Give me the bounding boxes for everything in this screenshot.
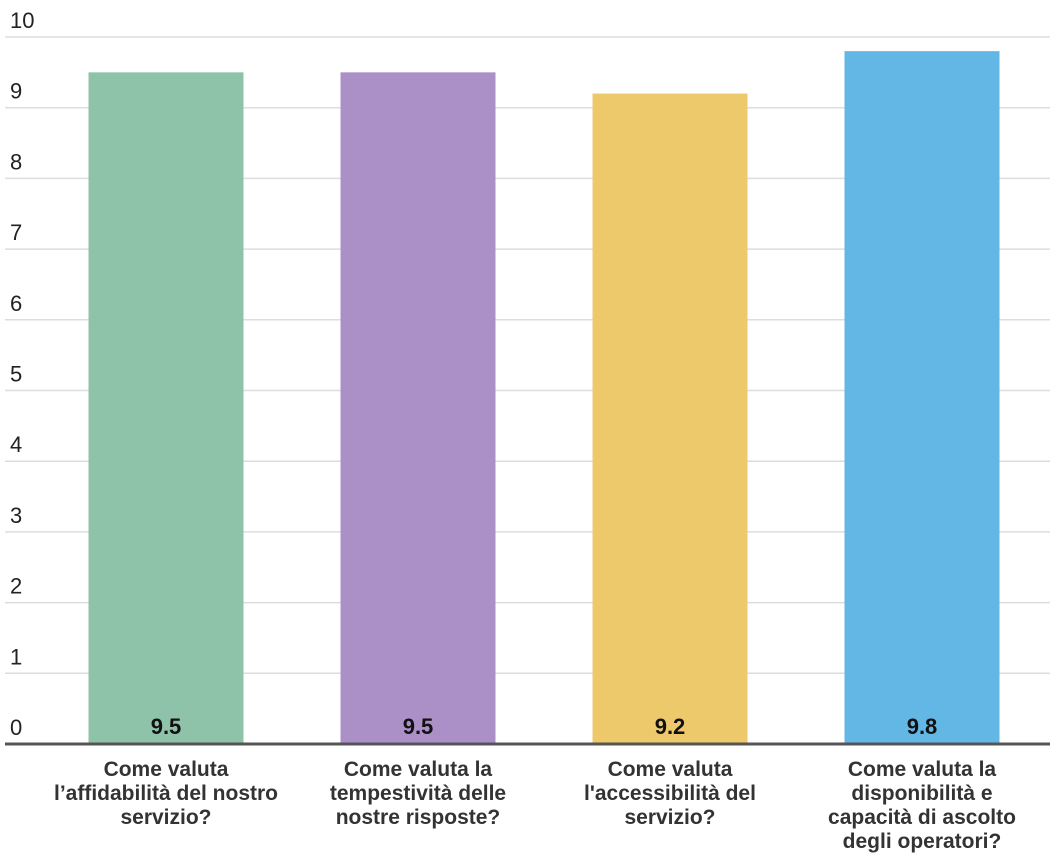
category-label-line: servizio? [624,806,715,829]
category-label-line: Come valuta la [848,758,997,781]
value-label-2: 9.5 [403,714,434,739]
category-label-line: Come valuta la [344,758,493,781]
y-tick-label-2: 2 [10,574,22,599]
category-label-1: Come valuta l’affidabilità del nostro serv… [54,758,278,829]
category-label-line: nostre risposte? [336,806,501,829]
y-tick-label-4: 4 [10,432,22,457]
bar-3 [592,93,748,744]
y-tick-label-5: 5 [10,362,22,387]
value-label-4: 9.8 [907,714,938,739]
y-tick-label-8: 8 [10,149,22,174]
bar-2 [340,72,496,745]
value-label-1: 9.5 [151,714,182,739]
y-tick-label-10: 10 [10,8,34,33]
category-label-line: Come valuta [104,758,229,781]
y-tick-label-6: 6 [10,291,22,316]
y-axis-tick-labels: 0 1 2 3 4 5 6 7 8 9 10 [10,8,34,740]
category-label-3: Come valuta l'accessibilità del servizio? [584,758,756,829]
y-tick-label-9: 9 [10,79,22,104]
bar-1 [88,72,244,745]
y-tick-label-3: 3 [10,503,22,528]
category-label-line: capacità di ascolto [828,806,1016,829]
category-label-line: l'accessibilità del [584,782,756,805]
y-tick-label-0: 0 [10,715,22,740]
category-label-4: Come valuta la disponibilità e capacità di… [828,758,1016,853]
value-labels: 9.5 9.5 9.2 9.8 [151,714,938,739]
category-label-2: Come valuta la tempestività delle nostre r… [330,758,506,829]
bars [88,51,1000,745]
y-tick-label-7: 7 [10,220,22,245]
category-labels: Come valuta l’affidabilità del nostro serv… [54,758,1016,853]
category-label-line: degli operatori? [843,830,1002,853]
category-label-line: disponibilità e [851,782,992,805]
y-tick-label-1: 1 [10,644,22,669]
bar-4 [844,51,1000,744]
category-label-line: Come valuta [608,758,733,781]
category-label-line: servizio? [120,806,211,829]
value-label-3: 9.2 [655,714,686,739]
category-label-line: tempestività delle [330,782,506,805]
category-label-line: l’affidabilità del nostro [54,782,278,805]
